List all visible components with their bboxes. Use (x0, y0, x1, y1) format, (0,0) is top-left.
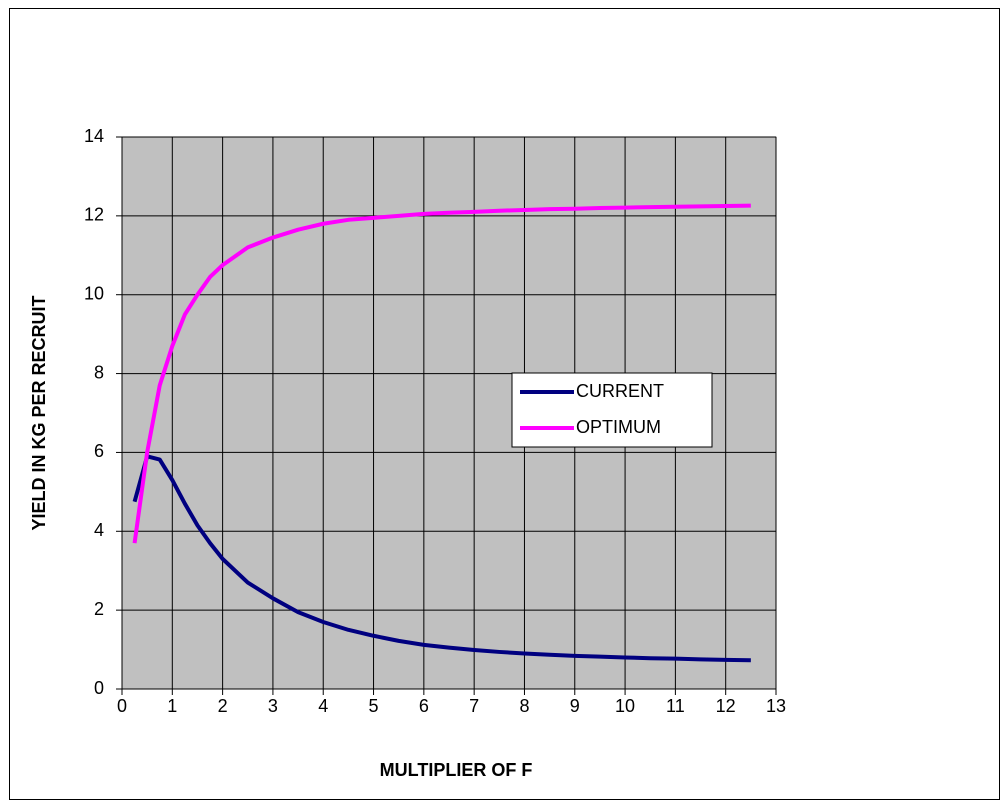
y-tick-label: 0 (94, 678, 104, 698)
x-tick-label: 5 (369, 696, 379, 716)
y-tick-label: 2 (94, 599, 104, 619)
series-line (132, 454, 751, 663)
x-axis-title: MULTIPLIER OF F (380, 760, 533, 780)
y-tick-label: 6 (94, 441, 104, 461)
x-tick-label: 0 (117, 696, 127, 716)
x-tick-label: 11 (666, 696, 685, 716)
x-tick-label: 8 (519, 696, 529, 716)
x-tick-label: 3 (268, 696, 278, 716)
legend-label: CURRENT (576, 381, 664, 401)
x-tick-label: 9 (570, 696, 580, 716)
y-tick-label: 12 (84, 205, 104, 225)
y-tick-label: 10 (84, 283, 104, 303)
y-tick-label: 4 (94, 520, 104, 540)
y-axis-title: YIELD IN KG PER RECRUIT (29, 295, 49, 530)
x-tick-label: 2 (218, 696, 228, 716)
series-line (132, 203, 751, 544)
x-tick-label: 4 (318, 696, 328, 716)
legend-label: OPTIMUM (576, 417, 661, 437)
x-tick-label: 10 (615, 696, 635, 716)
x-tick-label: 6 (419, 696, 429, 716)
y-tick-label: 14 (84, 126, 104, 146)
x-tick-label: 7 (469, 696, 479, 716)
x-tick-label: 12 (716, 696, 736, 716)
legend-box (511, 372, 713, 448)
x-tick-label: 1 (167, 696, 177, 716)
x-tick-label: 13 (766, 696, 786, 716)
y-tick-label: 8 (94, 362, 104, 382)
